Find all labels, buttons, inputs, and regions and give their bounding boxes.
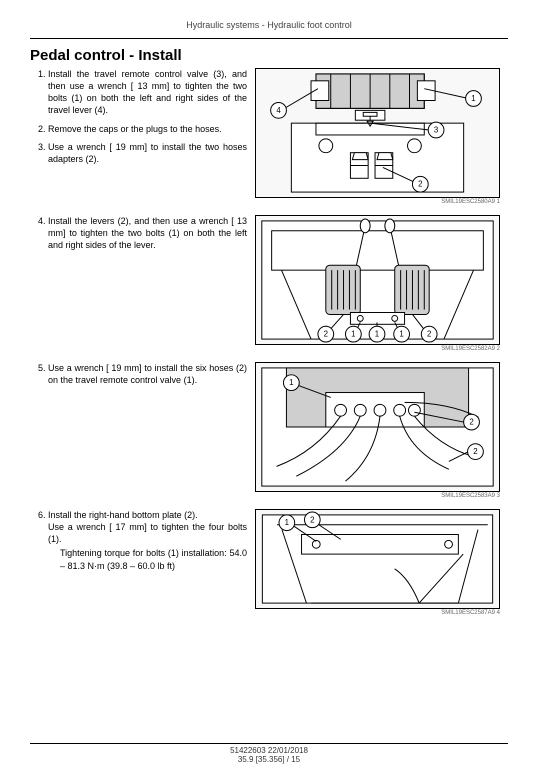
footer: 51422603 22/01/2018 35.9 [35.356] / 15 — [0, 743, 538, 764]
svg-text:1: 1 — [351, 330, 355, 339]
imgcol-1: 1 4 3 2 SMIL19ESC2580A9 1 — [255, 68, 500, 205]
svg-text:1: 1 — [289, 378, 293, 387]
row-2: Install the levers (2), and then use a w… — [30, 215, 508, 352]
row-4: Install the right-hand bottom plate (2).… — [30, 509, 508, 616]
figure-4: 1 2 — [255, 509, 500, 609]
footer-line2: 35.9 [35.356] / 15 — [0, 755, 538, 764]
page-header: Hydraulic systems - Hydraulic foot contr… — [30, 20, 508, 30]
imgcol-4: 1 2 SMIL19ESC2587A9 4 — [255, 509, 500, 616]
svg-text:2: 2 — [469, 418, 473, 427]
step-6c-text: Tightening torque for bolts (1) installa… — [60, 547, 247, 571]
footer-line1: 51422603 22/01/2018 — [0, 746, 538, 755]
svg-text:2: 2 — [310, 515, 314, 524]
svg-text:1: 1 — [375, 330, 379, 339]
step-6a-text: Install the right-hand bottom plate (2). — [48, 510, 198, 520]
page-title: Pedal control - Install — [30, 47, 508, 64]
imgcol-3: 1 2 2 SMIL19ESC2583A9 3 — [255, 362, 500, 499]
svg-text:3: 3 — [434, 126, 439, 135]
figcap-2: SMIL19ESC2582A9 2 — [255, 346, 500, 352]
figure-2: 2 1 1 1 2 — [255, 215, 500, 345]
step-5: Use a wrench [ 19 mm] to install the six… — [48, 362, 247, 386]
step-4: Install the levers (2), and then use a w… — [48, 215, 247, 251]
figure-1: 1 4 3 2 — [255, 68, 500, 198]
row-3: Use a wrench [ 19 mm] to install the six… — [30, 362, 508, 499]
figcap-1: SMIL19ESC2580A9 1 — [255, 199, 500, 205]
step-6b-text: Use a wrench [ 17 mm] to tighten the fou… — [48, 522, 247, 544]
textcol-2: Install the levers (2), and then use a w… — [30, 215, 255, 257]
step-1: Install the travel remote control valve … — [48, 68, 247, 117]
svg-text:4: 4 — [276, 106, 281, 115]
imgcol-2: 2 1 1 1 2 SMIL19ESC2582A9 2 — [255, 215, 500, 352]
top-rule — [30, 38, 508, 39]
svg-text:2: 2 — [473, 447, 477, 456]
svg-text:1: 1 — [399, 330, 403, 339]
step-2: Remove the caps or the plugs to the hose… — [48, 123, 247, 135]
step-3: Use a wrench [ 19 mm] to install the two… — [48, 141, 247, 165]
svg-text:2: 2 — [324, 330, 328, 339]
figcap-3: SMIL19ESC2583A9 3 — [255, 493, 500, 499]
figcap-4: SMIL19ESC2587A9 4 — [255, 610, 500, 616]
textcol-3: Use a wrench [ 19 mm] to install the six… — [30, 362, 255, 392]
step-6: Install the right-hand bottom plate (2).… — [48, 509, 247, 572]
textcol-4: Install the right-hand bottom plate (2).… — [30, 509, 255, 578]
content: Install the travel remote control valve … — [30, 68, 508, 616]
svg-text:2: 2 — [427, 330, 431, 339]
svg-text:1: 1 — [471, 94, 475, 103]
figure-3: 1 2 2 — [255, 362, 500, 492]
textcol-1: Install the travel remote control valve … — [30, 68, 255, 171]
row-1: Install the travel remote control valve … — [30, 68, 508, 205]
svg-text:2: 2 — [418, 180, 422, 189]
svg-text:1: 1 — [285, 518, 289, 527]
